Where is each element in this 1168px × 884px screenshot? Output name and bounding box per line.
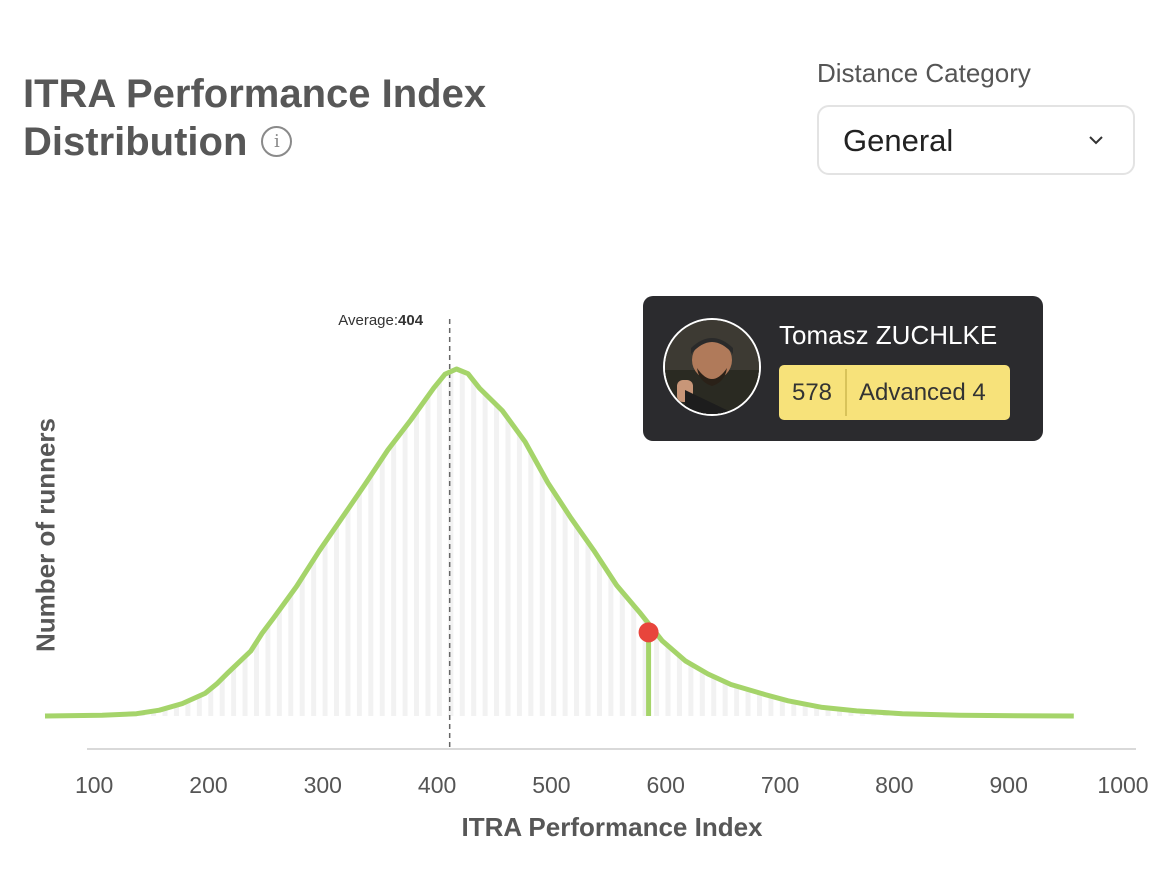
title-line-1: ITRA Performance Index [23, 72, 487, 116]
runner-score: 578 [779, 369, 847, 416]
distribution-bar [231, 667, 237, 716]
x-tick-label: 900 [989, 772, 1027, 798]
runner-name: Tomasz ZUCHLKE [779, 320, 998, 350]
distance-category-value: General [843, 123, 954, 158]
distribution-bar [528, 452, 534, 716]
distribution-bar [253, 642, 259, 716]
distribution-bar [814, 706, 820, 716]
distribution-bar [505, 418, 511, 716]
distribution-bar [722, 681, 728, 716]
distribution-bar [585, 542, 591, 716]
title-text: Distribution [23, 120, 248, 164]
distribution-bar [539, 472, 545, 716]
distribution-bar [551, 491, 557, 716]
distribution-bar [471, 380, 477, 716]
distribution-bar [688, 664, 694, 716]
distribution-bar [173, 705, 179, 716]
distribution-bar [448, 371, 454, 716]
distribution-bar [162, 708, 168, 716]
runner-marker-dot [638, 622, 659, 643]
distribution-bar [311, 559, 317, 716]
distribution-bar [208, 688, 214, 716]
distribution-bar [768, 696, 774, 716]
x-tick-label: 500 [532, 772, 570, 798]
title-line-2: Distribution i [23, 118, 583, 166]
average-label: Average:404 [338, 312, 423, 329]
distribution-bar [265, 625, 271, 716]
distribution-bar [276, 610, 282, 716]
distribution-bar [734, 686, 740, 716]
distribution-bar [288, 594, 294, 716]
distribution-bar [699, 670, 705, 716]
distribution-bar [356, 492, 362, 716]
distribution-bar [379, 458, 385, 716]
distribution-bar [414, 411, 420, 716]
chevron-down-icon [1089, 136, 1103, 145]
distribution-bar [676, 655, 682, 716]
distribution-bar [334, 525, 340, 716]
distribution-bar [665, 645, 671, 716]
distribution-bar [425, 396, 431, 716]
distribution-bar [436, 381, 442, 716]
distance-category-select[interactable]: General [817, 105, 1135, 175]
distribution-bar [711, 676, 717, 716]
distribution-bar [825, 708, 831, 716]
distribution-bar [185, 701, 191, 716]
distribution-bar [574, 526, 580, 716]
distribution-bar [368, 475, 374, 716]
distribution-bars [59, 371, 1014, 716]
distribution-bar [242, 656, 248, 716]
distribution-bar [482, 393, 488, 716]
distribution-bar [391, 442, 397, 716]
runner-tooltip: Tomasz ZUCHLKE 578 Advanced 4 [643, 296, 1043, 441]
distribution-bar [779, 699, 785, 716]
x-tick-label: 600 [647, 772, 685, 798]
distribution-bar [402, 427, 408, 716]
x-tick-label: 700 [761, 772, 799, 798]
distribution-bar [756, 692, 762, 716]
x-tick-label: 300 [304, 772, 342, 798]
distribution-curve [44, 366, 1074, 719]
x-axis-label: ITRA Performance Index [461, 812, 763, 842]
average-value: 404 [398, 312, 424, 329]
x-tick-label: 800 [875, 772, 913, 798]
average-label-text: Average: [338, 312, 398, 329]
distribution-bar [619, 592, 625, 716]
distribution-bar [791, 701, 797, 716]
distribution-bar [608, 576, 614, 716]
chart-title: ITRA Performance Index Distribution i [23, 70, 583, 166]
distribution-bar [219, 678, 225, 716]
distribution-bar [494, 404, 500, 716]
info-icon[interactable]: i [261, 125, 293, 157]
x-tick-label: 200 [189, 772, 227, 798]
distribution-bar [848, 710, 854, 716]
distribution-bar [631, 605, 637, 716]
x-axis-ticks: 100 200 300 400 500 600 700 800 900 1000 [75, 772, 1149, 798]
distance-category-label: Distance Category [817, 58, 1031, 88]
y-axis-label: Number of runners [30, 417, 61, 653]
runner-level: Advanced 4 [859, 378, 986, 406]
distribution-bar [654, 633, 660, 716]
x-tick-label: 1000 [1097, 772, 1148, 798]
distribution-bar [299, 577, 305, 716]
runner-avatar-image [665, 320, 759, 414]
distribution-bar [459, 371, 465, 716]
distribution-bar [322, 542, 328, 716]
distribution-bar [836, 709, 842, 716]
distribution-bar [196, 695, 202, 716]
runner-score-badge: 578 Advanced 4 [779, 365, 1010, 420]
distribution-bar [745, 689, 751, 716]
distribution-bar [596, 559, 602, 716]
distribution-bar [802, 704, 808, 716]
avatar[interactable] [663, 318, 761, 416]
distribution-bar [642, 619, 648, 716]
distribution-bar [516, 433, 522, 716]
distribution-bar [345, 509, 351, 716]
x-tick-label: 100 [75, 772, 113, 798]
distribution-bar [562, 509, 568, 716]
x-tick-label: 400 [418, 772, 456, 798]
